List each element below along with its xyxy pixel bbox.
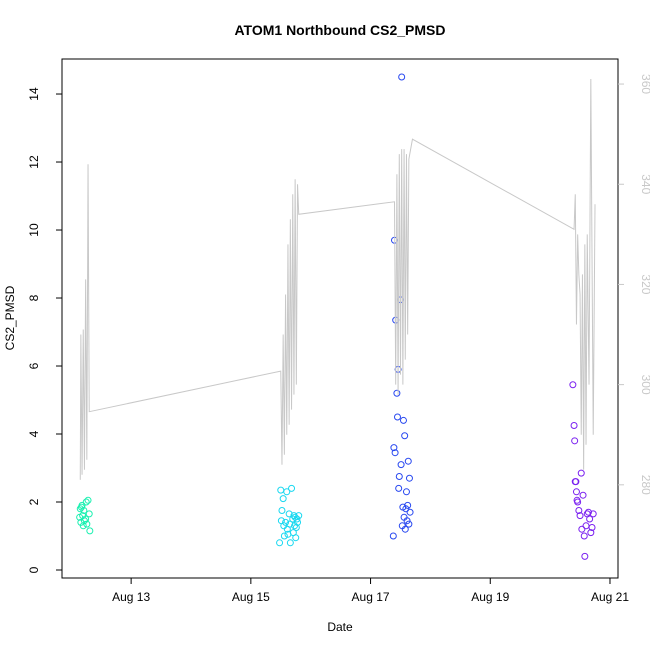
point	[285, 510, 293, 518]
x-tick-label: Aug 15	[232, 590, 270, 604]
point	[570, 422, 578, 430]
point	[393, 389, 401, 397]
point	[404, 457, 412, 465]
point	[588, 524, 596, 532]
point	[398, 73, 406, 81]
point	[292, 524, 300, 532]
y-tick-label: 10	[27, 223, 41, 237]
point	[395, 484, 403, 492]
point	[575, 507, 583, 515]
point	[582, 522, 590, 530]
point	[586, 515, 594, 523]
point	[276, 539, 284, 547]
point	[587, 529, 595, 537]
point	[82, 515, 90, 523]
point	[278, 507, 286, 515]
point	[391, 449, 399, 457]
point	[393, 413, 401, 421]
point	[577, 469, 585, 477]
y-tick-label: 8	[27, 294, 41, 301]
point	[402, 505, 410, 513]
point	[80, 507, 88, 515]
y2-tick-label: 320	[639, 274, 650, 294]
point	[79, 522, 87, 530]
point	[569, 381, 577, 389]
point	[277, 486, 285, 494]
y-tick-label: 14	[27, 87, 41, 101]
point	[399, 416, 407, 424]
point	[294, 518, 302, 526]
point	[86, 527, 94, 535]
point	[390, 444, 398, 452]
point	[286, 539, 294, 547]
point	[282, 518, 290, 526]
point	[283, 488, 291, 496]
point	[584, 508, 592, 516]
point	[580, 532, 588, 540]
plot-frame	[61, 58, 619, 579]
y2-tick-label: 300	[639, 375, 650, 395]
point	[406, 508, 414, 516]
y-tick-label: 0	[27, 566, 41, 573]
point	[578, 525, 586, 533]
y-tick-label: 4	[27, 430, 41, 437]
x-tick-label: Aug 21	[591, 590, 629, 604]
point	[572, 488, 580, 496]
y2-tick-label: 340	[639, 174, 650, 194]
point	[292, 534, 300, 542]
x-axis-title: Date	[327, 620, 353, 634]
y-tick-label: 2	[27, 498, 41, 505]
point	[405, 474, 413, 482]
point	[589, 510, 597, 518]
y-tick-label: 6	[27, 362, 41, 369]
point	[397, 461, 405, 469]
point	[293, 515, 301, 523]
point	[295, 512, 303, 520]
point	[404, 501, 412, 509]
point	[581, 552, 589, 560]
y-tick-label: 12	[27, 155, 41, 169]
point	[571, 437, 579, 445]
x-tick-label: Aug 17	[352, 590, 390, 604]
point	[85, 510, 93, 518]
point	[574, 498, 582, 506]
point	[288, 484, 296, 492]
point	[401, 432, 409, 440]
point	[405, 520, 413, 528]
point	[579, 491, 587, 499]
chart-title: ATOM1 Northbound CS2_PMSD	[234, 22, 445, 38]
point	[82, 498, 90, 506]
point	[395, 473, 403, 481]
x-tick-label: Aug 19	[471, 590, 509, 604]
point	[280, 532, 288, 540]
point	[401, 525, 409, 533]
point	[76, 505, 84, 513]
point	[286, 520, 294, 528]
point	[389, 532, 397, 540]
point	[83, 520, 91, 528]
point	[279, 495, 287, 503]
x-tick-label: Aug 13	[112, 590, 150, 604]
y2-tick-label: 280	[639, 475, 650, 495]
point	[576, 512, 584, 520]
line	[79, 79, 596, 480]
point	[572, 478, 580, 486]
point	[84, 496, 92, 504]
point	[402, 488, 410, 496]
y2-tick-label: 360	[639, 74, 650, 94]
y-axis-title: CS2_PMSD	[3, 285, 17, 350]
point	[403, 517, 411, 525]
